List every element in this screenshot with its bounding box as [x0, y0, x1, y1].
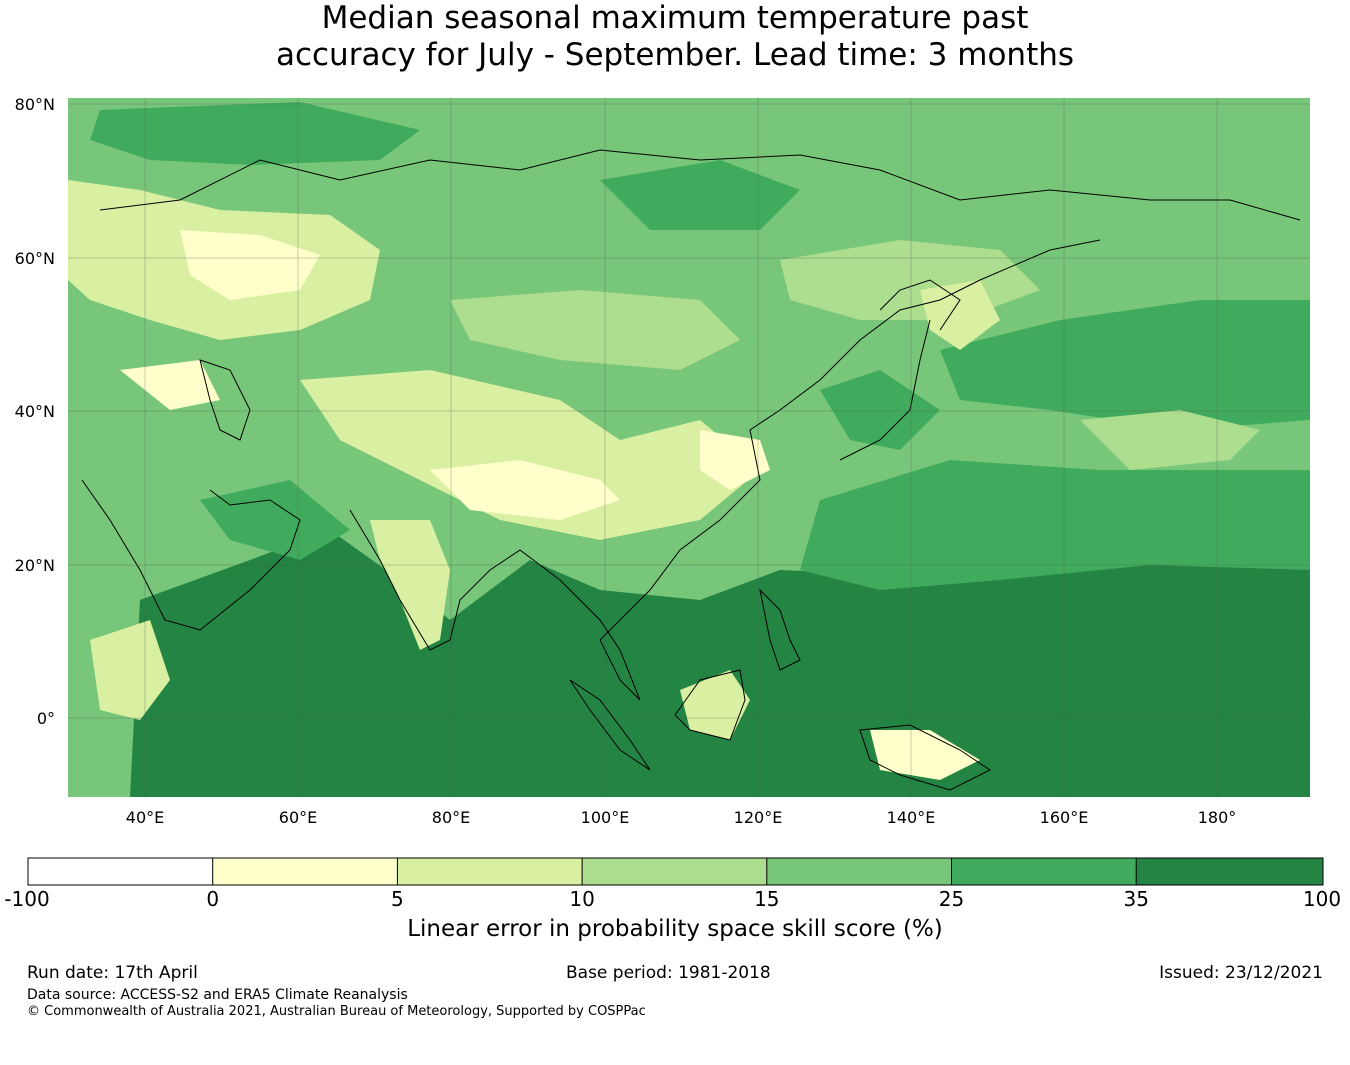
north-pacific-band — [940, 300, 1310, 430]
east-siberia-band — [600, 160, 800, 230]
india-coastline — [349, 509, 561, 651]
lon-label-60e: 60°E — [279, 808, 317, 827]
map-title-line-1: Median seasonal maximum temperature past — [321, 0, 1029, 36]
skill-score-map — [68, 98, 1310, 797]
colorbar-tick-25: 25 — [939, 887, 964, 910]
data-source: Data source: ACCESS-S2 and ERA5 Climate … — [27, 987, 408, 1003]
colorbar-frame — [27, 857, 1324, 886]
sea-of-okhotsk-coastline — [879, 279, 961, 331]
colorbar-bin-2 — [212, 858, 398, 885]
pacific-mid-skill — [1080, 410, 1260, 470]
colorbar-tick-35: 35 — [1123, 887, 1148, 910]
run-date: Run date: 17th April — [27, 963, 198, 983]
colorbar-bin-1 — [28, 858, 213, 885]
high-skill-ocean-region — [130, 530, 1310, 797]
lat-label-60n: 60°N — [15, 249, 55, 268]
lat-label-40n: 40°N — [15, 402, 55, 421]
arabia-band — [200, 480, 350, 560]
gridlines — [68, 98, 1310, 797]
lon-label-40e: 40°E — [126, 808, 164, 827]
borneo-coastline — [674, 669, 746, 741]
lat-label-0: 0° — [37, 709, 55, 728]
new-guinea-low-skill — [870, 730, 980, 780]
russia-arctic-coastline — [99, 149, 1301, 221]
east-africa-low-skill — [90, 620, 170, 720]
southeast-asia-coastline — [559, 409, 781, 701]
lon-label-140e: 140°E — [887, 808, 936, 827]
colorbar-tick-0: 0 — [206, 887, 219, 910]
tibet-lowest-skill — [430, 460, 620, 520]
japan-coastline — [839, 319, 931, 461]
lon-label-180: 180° — [1198, 808, 1237, 827]
colorbar-tick-10: 10 — [569, 887, 594, 910]
colorbar-tick-100: 100 — [1303, 887, 1341, 910]
new-guinea-coastline — [859, 724, 991, 791]
colorbar-caption: Linear error in probability space skill … — [407, 916, 943, 942]
map-figure: 80°N 60°N 40°N 20°N 0° 40°E 60°E 80°E 10… — [4, 95, 1341, 910]
issued-date: Issued: 23/12/2021 — [1159, 963, 1323, 983]
latitude-labels: 80°N 60°N 40°N 20°N 0° — [15, 95, 55, 728]
colorbar: -100 0 5 10 15 25 35 100 — [4, 857, 1341, 910]
lon-label-80e: 80°E — [432, 808, 470, 827]
lon-label-100e: 100°E — [581, 808, 630, 827]
japan-sea-band — [820, 370, 940, 450]
kamchatka-low-skill — [920, 280, 1000, 350]
lat-label-80n: 80°N — [15, 95, 55, 114]
colorbar-bin-3 — [397, 858, 583, 885]
copyright-notice: © Commonwealth of Australia 2021, Austra… — [27, 1004, 646, 1019]
east-asia-coastline — [779, 239, 1101, 411]
coastlines — [81, 149, 1301, 791]
colorbar-tick-minus100: -100 — [4, 887, 49, 910]
map-title-line-2: accuracy for July - September. Lead time… — [275, 37, 1075, 73]
map-title: Median seasonal maximum temperature past… — [0, 0, 1350, 74]
borneo-low-skill — [680, 670, 750, 740]
caspian-sea-coastline — [199, 359, 251, 441]
colorbar-bin-4 — [582, 858, 767, 885]
colorbar-bin-6 — [951, 858, 1137, 885]
mid-pacific-band — [800, 460, 1310, 590]
philippines-coastline — [759, 588, 801, 671]
lat-label-20n: 20°N — [15, 556, 55, 575]
colorbar-tick-5: 5 — [391, 887, 404, 910]
arabian-coastline — [81, 479, 301, 631]
mongolia-mid-skill — [450, 290, 740, 370]
central-asia-low-skill — [300, 370, 760, 540]
colorbar-tick-15: 15 — [754, 887, 779, 910]
lon-label-160e: 160°E — [1040, 808, 1089, 827]
colorbar-dividers — [212, 858, 1137, 885]
sumatra-coastline — [569, 679, 651, 771]
siberia-band — [90, 102, 420, 165]
lon-label-120e: 120°E — [734, 808, 783, 827]
russia-lowest-skill — [180, 230, 320, 300]
base-period: Base period: 1981-2018 — [566, 963, 771, 983]
colorbar-bin-7 — [1136, 858, 1323, 885]
longitude-labels: 40°E 60°E 80°E 100°E 120°E 140°E 160°E 1… — [126, 808, 1237, 827]
india-low-skill — [370, 520, 450, 650]
colorbar-bin-5 — [766, 858, 952, 885]
